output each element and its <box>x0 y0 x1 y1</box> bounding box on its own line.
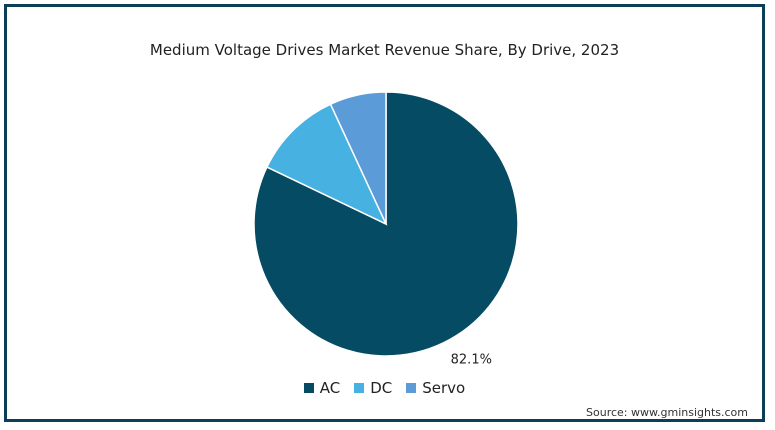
pie-slice-servo <box>329 91 387 225</box>
legend-swatch-ac <box>303 383 314 393</box>
chart-legend: AC DC Servo <box>7 379 762 397</box>
chart-title: Medium Voltage Drives Market Revenue Sha… <box>149 41 620 59</box>
pie-slice-dc <box>265 103 388 226</box>
legend-label-ac: AC <box>319 379 341 397</box>
data-label-ac: 82.1% <box>451 352 492 367</box>
legend-item-servo: Servo <box>406 379 465 397</box>
legend-item-ac: AC <box>303 379 341 397</box>
source-note: Source: www.gminsights.com <box>586 406 748 419</box>
legend-item-dc: DC <box>354 379 392 397</box>
legend-swatch-dc <box>354 383 365 393</box>
legend-label-servo: Servo <box>422 379 466 397</box>
legend-swatch-servo <box>406 383 417 393</box>
pie-chart: 82.1% <box>253 91 519 367</box>
legend-label-dc: DC <box>370 379 393 397</box>
chart-frame: Medium Voltage Drives Market Revenue Sha… <box>4 4 765 422</box>
